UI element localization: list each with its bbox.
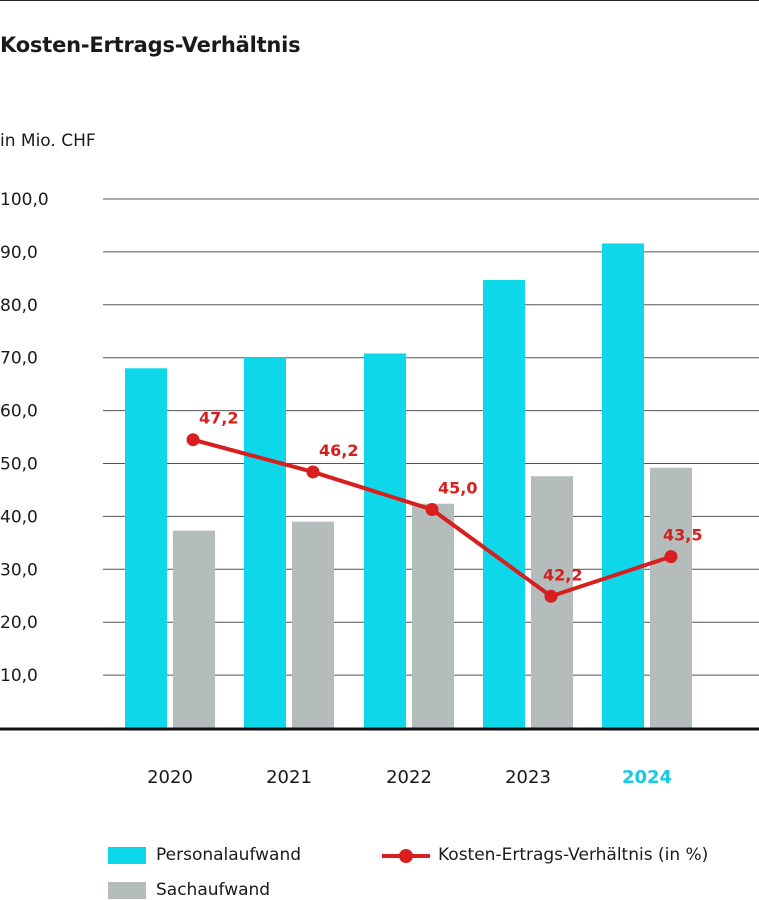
x-tick-label: 2021 xyxy=(266,767,312,788)
bar-personalaufwand xyxy=(244,357,286,728)
legend-label-sachaufwand: Sachaufwand xyxy=(156,880,271,900)
ratio-data-label: 47,2 xyxy=(199,409,238,428)
chart-title: Kosten-Ertrags-Verhältnis xyxy=(0,33,301,57)
ratio-point xyxy=(186,433,200,447)
ratio-point xyxy=(544,589,558,603)
ratio-data-label: 46,2 xyxy=(319,441,358,460)
bar-sachaufwand xyxy=(650,467,692,728)
y-tick-label: 90,0 xyxy=(0,243,38,263)
legend-item-personalaufwand: Personalaufwand xyxy=(108,845,301,865)
legend-label-kosten-ertrags-verhaeltnis: Kosten-Ertrags-Verhältnis (in %) xyxy=(438,845,709,865)
legend-swatch-sachaufwand xyxy=(108,881,146,899)
legend-swatch-personalaufwand xyxy=(108,846,146,864)
x-tick-label: 2023 xyxy=(505,767,551,788)
ratio-point xyxy=(425,503,439,517)
top-rule xyxy=(0,0,759,1)
y-tick-label: 70,0 xyxy=(0,349,38,369)
ratio-point xyxy=(664,550,678,564)
legend-label-personalaufwand: Personalaufwand xyxy=(156,845,302,865)
y-tick-label: 30,0 xyxy=(0,560,38,580)
x-tick-label: 2020 xyxy=(147,767,193,788)
bar-personalaufwand xyxy=(602,243,644,728)
ratio-data-label: 43,5 xyxy=(663,526,702,545)
ratio-data-label: 45,0 xyxy=(438,479,477,498)
y-tick-label: 100,0 xyxy=(0,190,49,210)
x-tick-label: 2022 xyxy=(386,767,432,788)
bar-sachaufwand xyxy=(173,530,215,728)
y-tick-label: 60,0 xyxy=(0,402,38,422)
bar-personalaufwand xyxy=(125,368,167,728)
ratio-data-label: 42,2 xyxy=(543,565,582,584)
y-axis-unit-label: in Mio. CHF xyxy=(0,131,96,151)
bar-sachaufwand xyxy=(412,503,454,728)
bar-personalaufwand xyxy=(483,279,525,728)
legend-item-kosten-ertrags-verhaeltnis: Kosten-Ertrags-Verhältnis (in %) xyxy=(382,845,708,865)
y-tick-label: 20,0 xyxy=(0,613,38,633)
legend-swatch-ratio-line xyxy=(382,847,430,864)
ratio-point xyxy=(306,465,320,479)
bar-personalaufwand xyxy=(364,353,406,728)
y-tick-label: 40,0 xyxy=(0,507,38,527)
bar-sachaufwand xyxy=(292,521,334,728)
legend-item-sachaufwand: Sachaufwand xyxy=(108,880,270,900)
y-tick-label: 80,0 xyxy=(0,296,38,316)
y-tick-label: 50,0 xyxy=(0,455,38,475)
y-tick-label: 10,0 xyxy=(0,666,38,686)
x-tick-label: 2024 xyxy=(622,767,672,788)
